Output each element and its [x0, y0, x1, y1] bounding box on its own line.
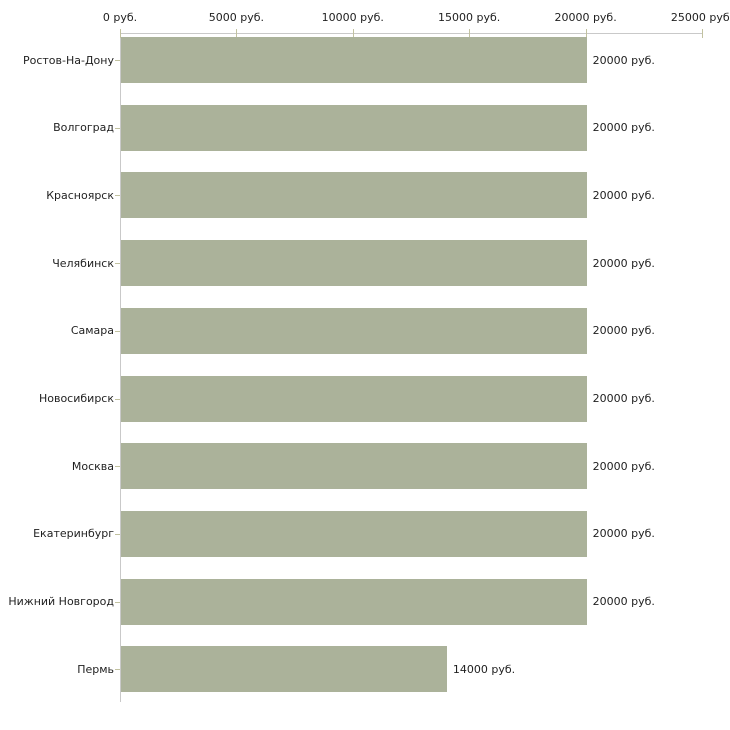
category-label: Екатеринбург [33, 527, 114, 541]
value-label: 20000 руб. [592, 459, 655, 473]
value-label: 20000 руб. [592, 595, 655, 609]
bar [121, 646, 447, 693]
x-tick-label: 5000 руб. [208, 11, 265, 24]
category-tick-mark [115, 195, 120, 196]
category-tick-mark [115, 399, 120, 400]
x-tick-mark [352, 29, 354, 38]
category-label: Красноярск [46, 188, 114, 202]
bar [121, 578, 587, 625]
bar [121, 443, 587, 490]
bar [121, 307, 587, 354]
category-label: Москва [71, 459, 114, 473]
x-tick-mark [469, 29, 471, 38]
bar [121, 104, 587, 151]
category-tick-mark [115, 331, 120, 332]
category-tick-mark [115, 669, 120, 670]
bar [121, 172, 587, 219]
value-label: 20000 руб. [592, 188, 655, 202]
category-tick-mark [115, 263, 120, 264]
value-label: 20000 руб. [592, 527, 655, 541]
y-axis-line [120, 33, 121, 702]
x-tick-mark [120, 29, 121, 38]
bar [121, 375, 587, 422]
x-tick-label: 25000 руб. [670, 11, 730, 24]
value-label: 14000 руб. [452, 662, 516, 676]
value-label: 20000 руб. [592, 256, 655, 270]
category-label: Ростов-На-Дону [22, 53, 114, 67]
category-tick-mark [115, 60, 120, 61]
category-label: Нижний Новгород [8, 595, 114, 609]
x-axis-line [120, 33, 703, 34]
value-label: 20000 руб. [592, 392, 655, 405]
category-label: Новосибирск [38, 392, 114, 405]
x-tick-mark [585, 29, 587, 38]
category-label: Самара [70, 324, 114, 338]
x-tick-mark [236, 29, 238, 38]
value-label: 20000 руб. [592, 121, 655, 135]
category-label: Пермь [77, 662, 114, 676]
x-tick-label: 20000 руб. [554, 11, 617, 24]
x-tick-label: 15000 руб. [438, 11, 501, 24]
bar [121, 37, 587, 83]
x-tick-label: 0 руб. [102, 11, 138, 24]
category-tick-mark [115, 466, 120, 467]
value-label: 20000 руб. [592, 324, 655, 338]
category-tick-mark [115, 534, 120, 535]
bar [121, 510, 587, 557]
category-tick-mark [115, 128, 120, 129]
bar [121, 240, 587, 287]
category-label: Волгоград [53, 121, 114, 135]
x-tick-label: 10000 руб. [321, 11, 384, 24]
category-label: Челябинск [52, 256, 114, 270]
value-label: 20000 руб. [592, 53, 655, 67]
category-tick-mark [115, 602, 120, 603]
x-tick-mark [702, 29, 703, 38]
